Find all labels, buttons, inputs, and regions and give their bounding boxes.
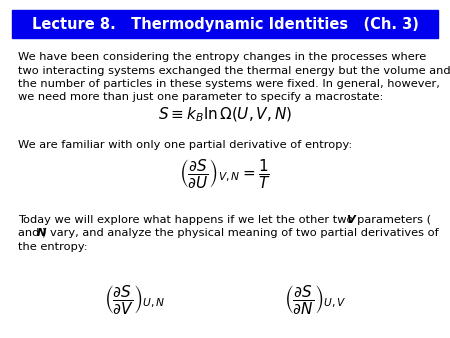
Text: $S \equiv k_B \ln \Omega \left(U, V, N\right)$: $S \equiv k_B \ln \Omega \left(U, V, N\r… — [158, 106, 292, 124]
Text: $\left(\dfrac{\partial S}{\partial V}\right)_{U,N}$: $\left(\dfrac{\partial S}{\partial V}\ri… — [104, 284, 166, 316]
Text: Today we will explore what happens if we let the other two parameters (: Today we will explore what happens if we… — [18, 215, 431, 225]
Text: We are familiar with only one partial derivative of entropy:: We are familiar with only one partial de… — [18, 140, 352, 150]
Text: we need more than just one parameter to specify a macrostate:: we need more than just one parameter to … — [18, 93, 383, 102]
Text: N: N — [36, 228, 46, 239]
Text: the number of particles in these systems were fixed. In general, however,: the number of particles in these systems… — [18, 79, 440, 89]
FancyBboxPatch shape — [12, 10, 438, 38]
Text: the entropy:: the entropy: — [18, 242, 88, 252]
Text: and: and — [18, 228, 43, 239]
Text: V: V — [346, 215, 355, 225]
Text: We have been considering the entropy changes in the processes where: We have been considering the entropy cha… — [18, 52, 426, 62]
Text: $\left(\dfrac{\partial S}{\partial U}\right)_{V,N} = \dfrac{1}{T}$: $\left(\dfrac{\partial S}{\partial U}\ri… — [179, 156, 271, 190]
Text: ) vary, and analyze the physical meaning of two partial derivatives of: ) vary, and analyze the physical meaning… — [42, 228, 439, 239]
Text: two interacting systems exchanged the thermal energy but the volume and: two interacting systems exchanged the th… — [18, 66, 450, 75]
Text: Lecture 8.   Thermodynamic Identities   (Ch. 3): Lecture 8. Thermodynamic Identities (Ch.… — [32, 17, 419, 31]
Text: $\left(\dfrac{\partial S}{\partial N}\right)_{U,V}$: $\left(\dfrac{\partial S}{\partial N}\ri… — [284, 284, 346, 316]
